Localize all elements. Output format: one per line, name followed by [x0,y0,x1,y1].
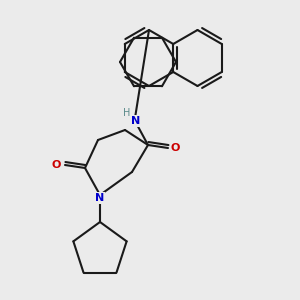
Text: O: O [170,143,180,153]
Text: H: H [123,108,131,118]
Text: N: N [95,193,105,203]
Text: O: O [51,160,61,170]
Text: N: N [131,116,141,126]
